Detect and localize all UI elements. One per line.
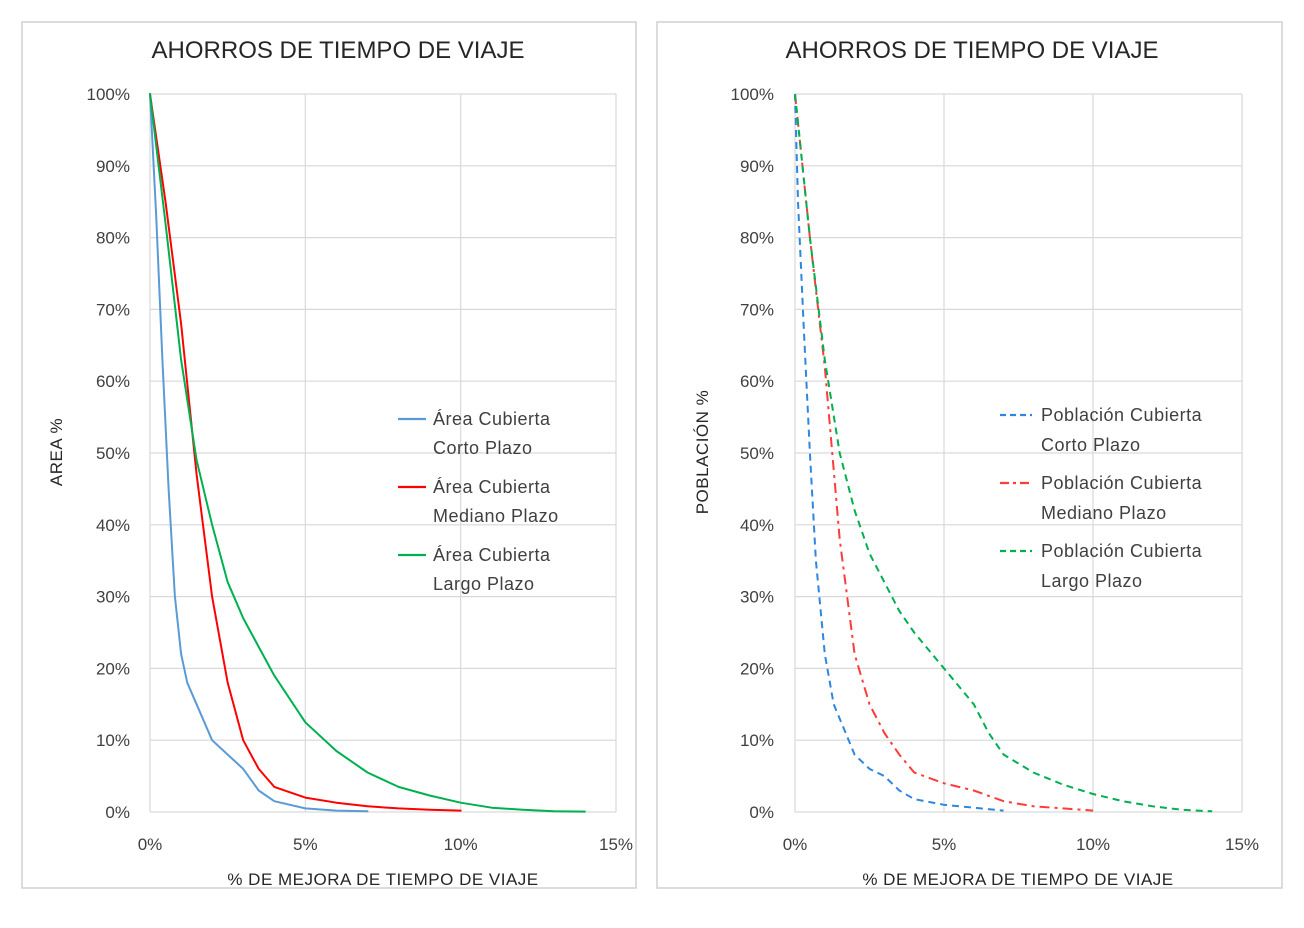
y-tick-label: 40% <box>96 516 130 535</box>
x-tick-label: 10% <box>1076 835 1110 854</box>
y-axis-label: POBLACIÓN % <box>693 390 712 515</box>
y-tick-label: 80% <box>740 229 774 248</box>
series-line <box>794 93 1213 813</box>
y-tick-label: 40% <box>740 516 774 535</box>
y-tick-label: 0% <box>749 803 774 822</box>
y-tick-label: 10% <box>96 731 130 750</box>
legend-label: Área Cubierta <box>433 477 551 497</box>
legend-label: Población Cubierta <box>1041 405 1203 425</box>
y-tick-label: 60% <box>96 372 130 391</box>
legend-label: Población Cubierta <box>1041 473 1203 493</box>
chart-frame <box>21 21 637 889</box>
x-tick-label: 0% <box>138 835 163 854</box>
legend-label: Población Cubierta <box>1041 541 1203 561</box>
y-tick-label: 20% <box>740 659 774 678</box>
x-tick-label: 0% <box>783 835 808 854</box>
x-tick-label: 5% <box>293 835 318 854</box>
y-tick-label: 30% <box>96 588 130 607</box>
y-tick-label: 60% <box>740 372 774 391</box>
series-line <box>794 93 1004 812</box>
x-axis-label: % DE MEJORA DE TIEMPO DE VIAJE <box>227 870 538 889</box>
y-tick-label: 100% <box>731 85 774 104</box>
x-tick-label: 10% <box>444 835 478 854</box>
y-tick-label: 50% <box>740 444 774 463</box>
chart-title: AHORROS DE TIEMPO DE VIAJE <box>786 37 1159 64</box>
y-tick-label: 90% <box>96 157 130 176</box>
y-tick-label: 70% <box>740 300 774 319</box>
y-tick-label: 80% <box>96 229 130 248</box>
legend-label: Largo Plazo <box>433 574 535 594</box>
legend-label: Largo Plazo <box>1041 571 1143 591</box>
y-tick-label: 100% <box>87 85 130 104</box>
series-line <box>149 93 586 813</box>
y-tick-label: 20% <box>96 659 130 678</box>
y-tick-label: 10% <box>740 731 774 750</box>
series-line <box>149 93 369 813</box>
series-line <box>794 93 1094 812</box>
x-tick-label: 15% <box>599 835 633 854</box>
chart-area-coverage: AHORROS DE TIEMPO DE VIAJE 0% 10% 20% 30% 40%… <box>21 21 637 889</box>
x-tick-label: 15% <box>1225 835 1259 854</box>
chart-frame <box>656 21 1283 889</box>
legend-label: Corto Plazo <box>1041 435 1141 455</box>
y-axis-label: AREA % <box>47 418 66 486</box>
y-tick-label: 70% <box>96 300 130 319</box>
chart-population-coverage: AHORROS DE TIEMPO DE VIAJE 0% 10% 20% 30% 40%… <box>656 21 1283 889</box>
y-tick-label: 50% <box>96 444 130 463</box>
series-line <box>149 93 462 812</box>
legend-label: Corto Plazo <box>433 438 533 458</box>
legend-label: Área Cubierta <box>433 545 551 565</box>
x-tick-label: 5% <box>932 835 957 854</box>
y-tick-label: 90% <box>740 157 774 176</box>
legend-label: Mediano Plazo <box>1041 503 1167 523</box>
y-tick-label: 0% <box>105 803 130 822</box>
legend-label: Área Cubierta <box>433 409 551 429</box>
legend-label: Mediano Plazo <box>433 506 559 526</box>
chart-title: AHORROS DE TIEMPO DE VIAJE <box>152 37 525 64</box>
x-axis-label: % DE MEJORA DE TIEMPO DE VIAJE <box>862 870 1173 889</box>
y-tick-label: 30% <box>740 588 774 607</box>
